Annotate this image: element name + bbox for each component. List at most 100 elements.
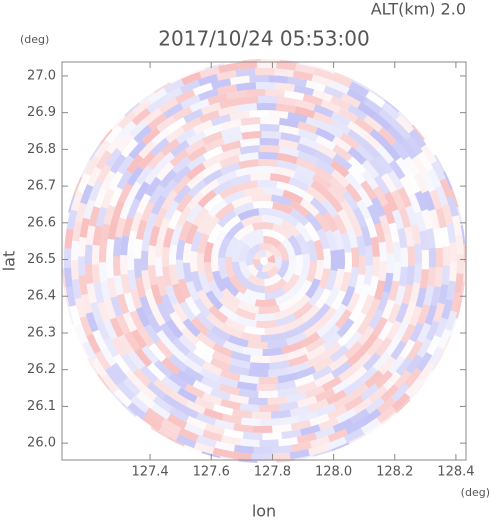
radar-cell (289, 200, 310, 217)
radar-cell (141, 269, 152, 290)
radar-cell (234, 444, 254, 454)
radar-cell (225, 221, 245, 241)
radar-cell (398, 111, 413, 126)
radar-cell (172, 165, 191, 184)
radar-cell (358, 366, 378, 385)
radar-cell (228, 393, 249, 405)
radar-cell (288, 354, 309, 367)
radar-cell (228, 364, 250, 376)
radar-cell (111, 200, 125, 222)
radar-cell (318, 268, 331, 290)
radar-cell (267, 266, 280, 279)
radar-cell (422, 250, 429, 270)
radar-cell (179, 301, 197, 322)
radar-cell (388, 280, 400, 302)
radar-cell (275, 82, 295, 92)
x-tick-label: 127.6 (193, 465, 230, 480)
radar-cell (428, 247, 437, 268)
radar-cell (240, 229, 264, 244)
radar-cell (78, 256, 86, 276)
radar-cell (197, 189, 217, 208)
radar-cell (281, 237, 296, 261)
radar-cell (370, 196, 386, 218)
radar-cell (278, 210, 300, 227)
radar-cell (152, 395, 173, 413)
radar-cell (372, 113, 392, 131)
radar-cell (71, 240, 79, 261)
radar-cell (339, 132, 360, 150)
radar-cell (178, 334, 198, 353)
radar-cell (227, 334, 249, 348)
radar-cell (278, 139, 299, 150)
radar-cell (391, 140, 410, 161)
radar-cell (113, 236, 122, 257)
radar-cell (217, 105, 239, 117)
radar-cell (324, 229, 338, 251)
radar-cell (161, 357, 181, 376)
radar-cell (409, 305, 423, 327)
radar-cell (330, 111, 351, 127)
radar-cell (293, 301, 314, 320)
radar-cell (92, 225, 103, 246)
radar-cell (166, 436, 185, 447)
radar-cell (219, 155, 240, 168)
radar-cell (165, 284, 179, 306)
radar-cell (204, 262, 215, 283)
y-axis-label: lat (0, 251, 19, 272)
radar-cell (326, 436, 347, 451)
y-tick-label: 26.6 (27, 215, 56, 230)
radar-cell (323, 85, 344, 100)
radar-cell (340, 232, 352, 253)
radar-cell (159, 322, 177, 343)
radar-cell (144, 176, 162, 197)
radar-cell (170, 74, 189, 84)
radar-cell (178, 404, 199, 419)
radar-cell (185, 350, 206, 368)
radar-cell (329, 80, 350, 95)
radar-cell (148, 265, 158, 286)
radar-cell (344, 172, 363, 192)
radar-cell (377, 396, 397, 415)
radar-cell (260, 333, 281, 342)
radar-cell (395, 114, 415, 134)
radar-cell (275, 103, 297, 114)
radar-cell (199, 110, 220, 124)
radar-cell (333, 393, 354, 410)
radar-cell (161, 375, 181, 393)
radar-cell (314, 387, 336, 403)
radar-cell (83, 199, 96, 220)
radar-cell (405, 205, 418, 226)
radar-cell (401, 284, 413, 305)
radar-cell (130, 329, 148, 350)
radar-cell (315, 127, 336, 143)
radar-cell (378, 108, 398, 127)
radar-cell (255, 165, 276, 174)
radar-cell (291, 441, 312, 452)
radar-cell (144, 165, 162, 185)
radar-cell (135, 277, 147, 298)
radar-cell (238, 388, 259, 398)
radar-cell (267, 396, 288, 405)
radar-cell (449, 318, 458, 337)
radar-cell (123, 292, 137, 313)
radar-cell (223, 190, 245, 205)
radar-cell (344, 252, 352, 272)
radar-cell (411, 124, 426, 141)
radar-cell (236, 82, 256, 92)
radar-cell (395, 356, 413, 376)
radar-cell (421, 172, 436, 193)
radar-cell (297, 410, 319, 423)
radar-cell (357, 325, 375, 346)
radar-cell (96, 164, 112, 185)
radar-cell (153, 206, 168, 228)
radar-cell (87, 166, 102, 187)
radar-cell (150, 137, 170, 156)
radar-cell (138, 327, 155, 348)
radar-cell (351, 247, 360, 268)
radar-cell (378, 241, 388, 262)
radar-cell (330, 169, 350, 188)
radar-cell (186, 203, 203, 224)
radar-cell (249, 75, 269, 83)
radar-cell (184, 383, 205, 399)
radar-cell (172, 106, 193, 122)
